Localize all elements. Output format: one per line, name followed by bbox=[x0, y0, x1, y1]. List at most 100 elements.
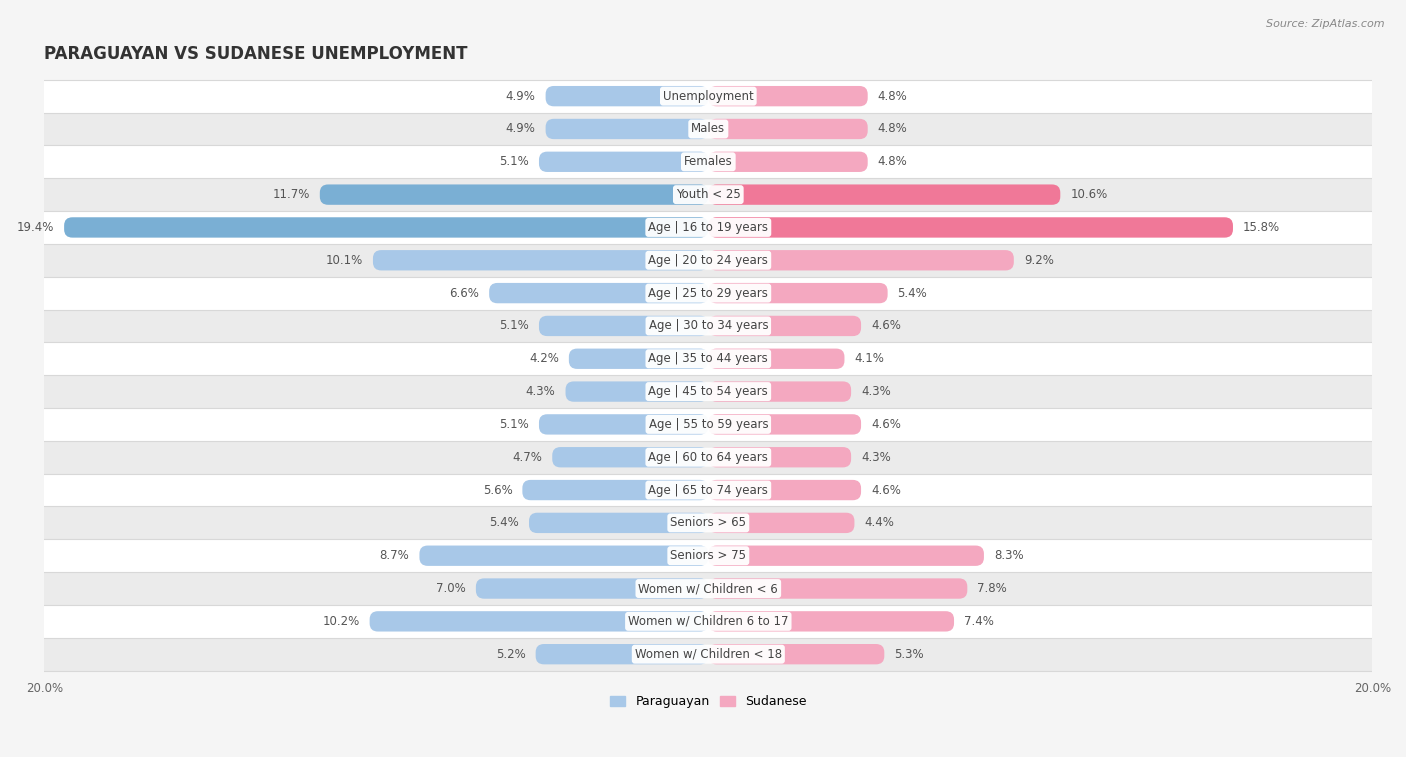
Text: Age | 35 to 44 years: Age | 35 to 44 years bbox=[648, 352, 768, 366]
Text: 7.8%: 7.8% bbox=[977, 582, 1007, 595]
Bar bbox=[44, 145, 1372, 178]
FancyBboxPatch shape bbox=[709, 546, 984, 566]
FancyBboxPatch shape bbox=[709, 414, 860, 435]
FancyBboxPatch shape bbox=[709, 86, 868, 106]
Text: 5.1%: 5.1% bbox=[499, 418, 529, 431]
FancyBboxPatch shape bbox=[569, 348, 709, 369]
Text: 6.6%: 6.6% bbox=[450, 287, 479, 300]
FancyBboxPatch shape bbox=[529, 512, 709, 533]
FancyBboxPatch shape bbox=[489, 283, 709, 304]
FancyBboxPatch shape bbox=[709, 447, 851, 467]
FancyBboxPatch shape bbox=[709, 119, 868, 139]
Text: 5.2%: 5.2% bbox=[496, 648, 526, 661]
FancyBboxPatch shape bbox=[65, 217, 709, 238]
Text: Age | 25 to 29 years: Age | 25 to 29 years bbox=[648, 287, 768, 300]
Text: 4.6%: 4.6% bbox=[872, 418, 901, 431]
Text: 7.0%: 7.0% bbox=[436, 582, 465, 595]
Bar bbox=[44, 277, 1372, 310]
Text: 5.1%: 5.1% bbox=[499, 155, 529, 168]
Text: Youth < 25: Youth < 25 bbox=[676, 188, 741, 201]
Bar bbox=[44, 342, 1372, 375]
Text: 4.3%: 4.3% bbox=[526, 385, 555, 398]
Text: Age | 30 to 34 years: Age | 30 to 34 years bbox=[648, 319, 768, 332]
Legend: Paraguayan, Sudanese: Paraguayan, Sudanese bbox=[606, 690, 811, 713]
Bar bbox=[44, 572, 1372, 605]
Bar bbox=[44, 178, 1372, 211]
Text: Women w/ Children < 6: Women w/ Children < 6 bbox=[638, 582, 778, 595]
Text: 11.7%: 11.7% bbox=[273, 188, 309, 201]
Text: 5.4%: 5.4% bbox=[489, 516, 519, 529]
Text: 5.1%: 5.1% bbox=[499, 319, 529, 332]
Bar bbox=[44, 375, 1372, 408]
FancyBboxPatch shape bbox=[709, 185, 1060, 205]
FancyBboxPatch shape bbox=[553, 447, 709, 467]
Text: Age | 65 to 74 years: Age | 65 to 74 years bbox=[648, 484, 768, 497]
Text: 7.4%: 7.4% bbox=[965, 615, 994, 628]
Text: Age | 60 to 64 years: Age | 60 to 64 years bbox=[648, 450, 768, 464]
Text: 9.2%: 9.2% bbox=[1024, 254, 1053, 266]
FancyBboxPatch shape bbox=[709, 480, 860, 500]
Bar bbox=[44, 211, 1372, 244]
Text: Males: Males bbox=[692, 123, 725, 136]
Text: 5.4%: 5.4% bbox=[897, 287, 928, 300]
FancyBboxPatch shape bbox=[709, 382, 851, 402]
Text: 5.3%: 5.3% bbox=[894, 648, 924, 661]
Text: 10.2%: 10.2% bbox=[322, 615, 360, 628]
FancyBboxPatch shape bbox=[523, 480, 709, 500]
Text: 5.6%: 5.6% bbox=[482, 484, 512, 497]
Bar bbox=[44, 474, 1372, 506]
Text: Age | 45 to 54 years: Age | 45 to 54 years bbox=[648, 385, 768, 398]
Bar bbox=[44, 506, 1372, 539]
FancyBboxPatch shape bbox=[373, 250, 709, 270]
Text: 10.1%: 10.1% bbox=[326, 254, 363, 266]
Text: 8.7%: 8.7% bbox=[380, 550, 409, 562]
Bar bbox=[44, 244, 1372, 277]
FancyBboxPatch shape bbox=[709, 512, 855, 533]
Text: 4.3%: 4.3% bbox=[860, 385, 891, 398]
Text: 4.9%: 4.9% bbox=[506, 123, 536, 136]
FancyBboxPatch shape bbox=[709, 611, 955, 631]
FancyBboxPatch shape bbox=[536, 644, 709, 665]
Text: Females: Females bbox=[683, 155, 733, 168]
FancyBboxPatch shape bbox=[319, 185, 709, 205]
FancyBboxPatch shape bbox=[709, 316, 860, 336]
Text: PARAGUAYAN VS SUDANESE UNEMPLOYMENT: PARAGUAYAN VS SUDANESE UNEMPLOYMENT bbox=[44, 45, 468, 64]
FancyBboxPatch shape bbox=[538, 151, 709, 172]
Text: 4.6%: 4.6% bbox=[872, 319, 901, 332]
FancyBboxPatch shape bbox=[709, 250, 1014, 270]
Text: Women w/ Children < 18: Women w/ Children < 18 bbox=[634, 648, 782, 661]
FancyBboxPatch shape bbox=[538, 414, 709, 435]
Text: Unemployment: Unemployment bbox=[664, 89, 754, 103]
Text: 4.8%: 4.8% bbox=[877, 155, 907, 168]
Text: Age | 55 to 59 years: Age | 55 to 59 years bbox=[648, 418, 768, 431]
Text: Source: ZipAtlas.com: Source: ZipAtlas.com bbox=[1267, 19, 1385, 29]
Bar bbox=[44, 79, 1372, 113]
Text: 4.4%: 4.4% bbox=[865, 516, 894, 529]
FancyBboxPatch shape bbox=[709, 644, 884, 665]
Text: Women w/ Children 6 to 17: Women w/ Children 6 to 17 bbox=[628, 615, 789, 628]
Bar bbox=[44, 113, 1372, 145]
Text: 4.7%: 4.7% bbox=[512, 450, 543, 464]
Bar bbox=[44, 638, 1372, 671]
Text: 10.6%: 10.6% bbox=[1070, 188, 1108, 201]
Text: 4.8%: 4.8% bbox=[877, 89, 907, 103]
Text: Age | 20 to 24 years: Age | 20 to 24 years bbox=[648, 254, 768, 266]
FancyBboxPatch shape bbox=[475, 578, 709, 599]
FancyBboxPatch shape bbox=[370, 611, 709, 631]
Text: 4.2%: 4.2% bbox=[529, 352, 560, 366]
FancyBboxPatch shape bbox=[538, 316, 709, 336]
Text: 8.3%: 8.3% bbox=[994, 550, 1024, 562]
FancyBboxPatch shape bbox=[709, 217, 1233, 238]
FancyBboxPatch shape bbox=[709, 348, 845, 369]
Text: 4.9%: 4.9% bbox=[506, 89, 536, 103]
Bar bbox=[44, 539, 1372, 572]
Bar bbox=[44, 310, 1372, 342]
Text: Seniors > 75: Seniors > 75 bbox=[671, 550, 747, 562]
FancyBboxPatch shape bbox=[546, 119, 709, 139]
FancyBboxPatch shape bbox=[709, 283, 887, 304]
FancyBboxPatch shape bbox=[709, 151, 868, 172]
Text: 15.8%: 15.8% bbox=[1243, 221, 1279, 234]
Text: 19.4%: 19.4% bbox=[17, 221, 55, 234]
FancyBboxPatch shape bbox=[419, 546, 709, 566]
FancyBboxPatch shape bbox=[565, 382, 709, 402]
